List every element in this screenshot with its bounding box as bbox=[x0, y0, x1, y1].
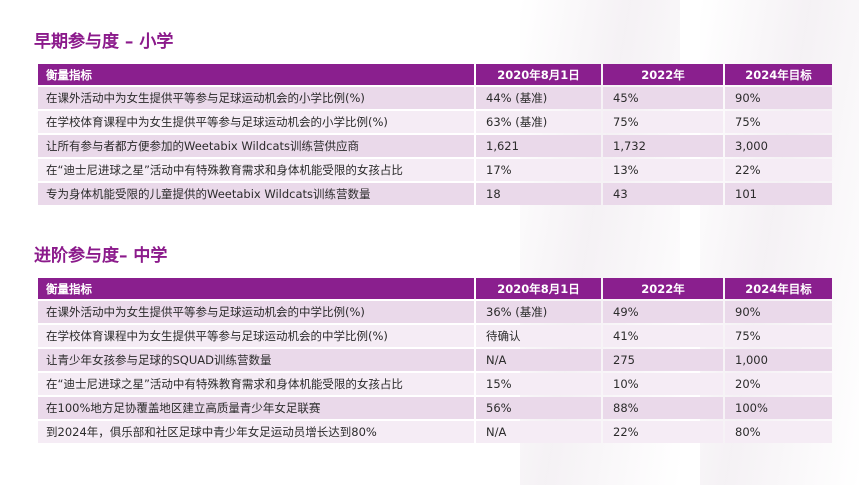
primary-metrics-table: 衡量指标 2020年8月1日 2022年 2024年目标 在课外活动中为女生提供… bbox=[36, 62, 834, 207]
value-2022-cell: 22% bbox=[603, 421, 723, 443]
column-header-2020: 2020年8月1日 bbox=[476, 64, 601, 85]
column-header-2022: 2022年 bbox=[603, 64, 723, 85]
column-header-2022: 2022年 bbox=[603, 278, 723, 299]
table-row: 让所有参与者都方便参加的Weetabix Wildcats训练营供应商 1,62… bbox=[38, 135, 832, 157]
value-2020-cell: N/A bbox=[476, 349, 601, 371]
value-2024-cell: 75% bbox=[725, 111, 832, 133]
value-2022-cell: 1,732 bbox=[603, 135, 723, 157]
metric-cell: 专为身体机能受限的儿童提供的Weetabix Wildcats训练营数量 bbox=[38, 183, 474, 205]
metric-cell: 让青少年女孩参与足球的SQUAD训练营数量 bbox=[38, 349, 474, 371]
value-2020-cell: 36% (基准) bbox=[476, 301, 601, 323]
value-2024-cell: 100% bbox=[725, 397, 832, 419]
table-row: 让青少年女孩参与足球的SQUAD训练营数量 N/A 275 1,000 bbox=[38, 349, 832, 371]
secondary-metrics-table: 衡量指标 2020年8月1日 2022年 2024年目标 在课外活动中为女生提供… bbox=[36, 276, 834, 445]
value-2022-cell: 43 bbox=[603, 183, 723, 205]
table-header-row: 衡量指标 2020年8月1日 2022年 2024年目标 bbox=[38, 64, 832, 85]
table-row: 专为身体机能受限的儿童提供的Weetabix Wildcats训练营数量 18 … bbox=[38, 183, 832, 205]
value-2020-cell: 44% (基准) bbox=[476, 87, 601, 109]
value-2024-cell: 3,000 bbox=[725, 135, 832, 157]
value-2022-cell: 45% bbox=[603, 87, 723, 109]
value-2022-cell: 13% bbox=[603, 159, 723, 181]
value-2022-cell: 41% bbox=[603, 325, 723, 347]
table-row: 在学校体育课程中为女生提供平等参与足球运动机会的中学比例(%) 待确认 41% … bbox=[38, 325, 832, 347]
value-2024-cell: 22% bbox=[725, 159, 832, 181]
value-2020-cell: 1,621 bbox=[476, 135, 601, 157]
value-2020-cell: 63% (基准) bbox=[476, 111, 601, 133]
metric-cell: 在学校体育课程中为女生提供平等参与足球运动机会的中学比例(%) bbox=[38, 325, 474, 347]
value-2024-cell: 90% bbox=[725, 87, 832, 109]
table-row: 在课外活动中为女生提供平等参与足球运动机会的小学比例(%) 44% (基准) 4… bbox=[38, 87, 832, 109]
section-title-secondary: 进阶参与度– 中学 bbox=[34, 246, 168, 266]
table-row: 在课外活动中为女生提供平等参与足球运动机会的中学比例(%) 36% (基准) 4… bbox=[38, 301, 832, 323]
table-row: 在100%地方足协覆盖地区建立高质量青少年女足联赛 56% 88% 100% bbox=[38, 397, 832, 419]
value-2022-cell: 275 bbox=[603, 349, 723, 371]
metric-cell: 在“迪士尼进球之星”活动中有特殊教育需求和身体机能受限的女孩占比 bbox=[38, 373, 474, 395]
column-header-metric: 衡量指标 bbox=[38, 278, 474, 299]
section-title-primary: 早期参与度 – 小学 bbox=[34, 32, 174, 52]
value-2024-cell: 1,000 bbox=[725, 349, 832, 371]
value-2020-cell: 15% bbox=[476, 373, 601, 395]
table-row: 在“迪士尼进球之星”活动中有特殊教育需求和身体机能受限的女孩占比 15% 10%… bbox=[38, 373, 832, 395]
value-2024-cell: 80% bbox=[725, 421, 832, 443]
value-2024-cell: 101 bbox=[725, 183, 832, 205]
value-2022-cell: 88% bbox=[603, 397, 723, 419]
value-2022-cell: 75% bbox=[603, 111, 723, 133]
value-2020-cell: 待确认 bbox=[476, 325, 601, 347]
column-header-2024-target: 2024年目标 bbox=[725, 64, 832, 85]
value-2020-cell: 56% bbox=[476, 397, 601, 419]
value-2020-cell: N/A bbox=[476, 421, 601, 443]
table-row: 在“迪士尼进球之星”活动中有特殊教育需求和身体机能受限的女孩占比 17% 13%… bbox=[38, 159, 832, 181]
metric-cell: 到2024年，俱乐部和社区足球中青少年女足运动员增长达到80% bbox=[38, 421, 474, 443]
value-2022-cell: 10% bbox=[603, 373, 723, 395]
metric-cell: 在课外活动中为女生提供平等参与足球运动机会的小学比例(%) bbox=[38, 87, 474, 109]
metric-cell: 在100%地方足协覆盖地区建立高质量青少年女足联赛 bbox=[38, 397, 474, 419]
column-header-2020: 2020年8月1日 bbox=[476, 278, 601, 299]
metric-cell: 让所有参与者都方便参加的Weetabix Wildcats训练营供应商 bbox=[38, 135, 474, 157]
metric-cell: 在课外活动中为女生提供平等参与足球运动机会的中学比例(%) bbox=[38, 301, 474, 323]
table-row: 在学校体育课程中为女生提供平等参与足球运动机会的小学比例(%) 63% (基准)… bbox=[38, 111, 832, 133]
table-row: 到2024年，俱乐部和社区足球中青少年女足运动员增长达到80% N/A 22% … bbox=[38, 421, 832, 443]
value-2024-cell: 75% bbox=[725, 325, 832, 347]
value-2024-cell: 20% bbox=[725, 373, 832, 395]
metric-cell: 在“迪士尼进球之星”活动中有特殊教育需求和身体机能受限的女孩占比 bbox=[38, 159, 474, 181]
value-2022-cell: 49% bbox=[603, 301, 723, 323]
value-2024-cell: 90% bbox=[725, 301, 832, 323]
value-2020-cell: 17% bbox=[476, 159, 601, 181]
metric-cell: 在学校体育课程中为女生提供平等参与足球运动机会的小学比例(%) bbox=[38, 111, 474, 133]
column-header-metric: 衡量指标 bbox=[38, 64, 474, 85]
column-header-2024-target: 2024年目标 bbox=[725, 278, 832, 299]
table-header-row: 衡量指标 2020年8月1日 2022年 2024年目标 bbox=[38, 278, 832, 299]
value-2020-cell: 18 bbox=[476, 183, 601, 205]
